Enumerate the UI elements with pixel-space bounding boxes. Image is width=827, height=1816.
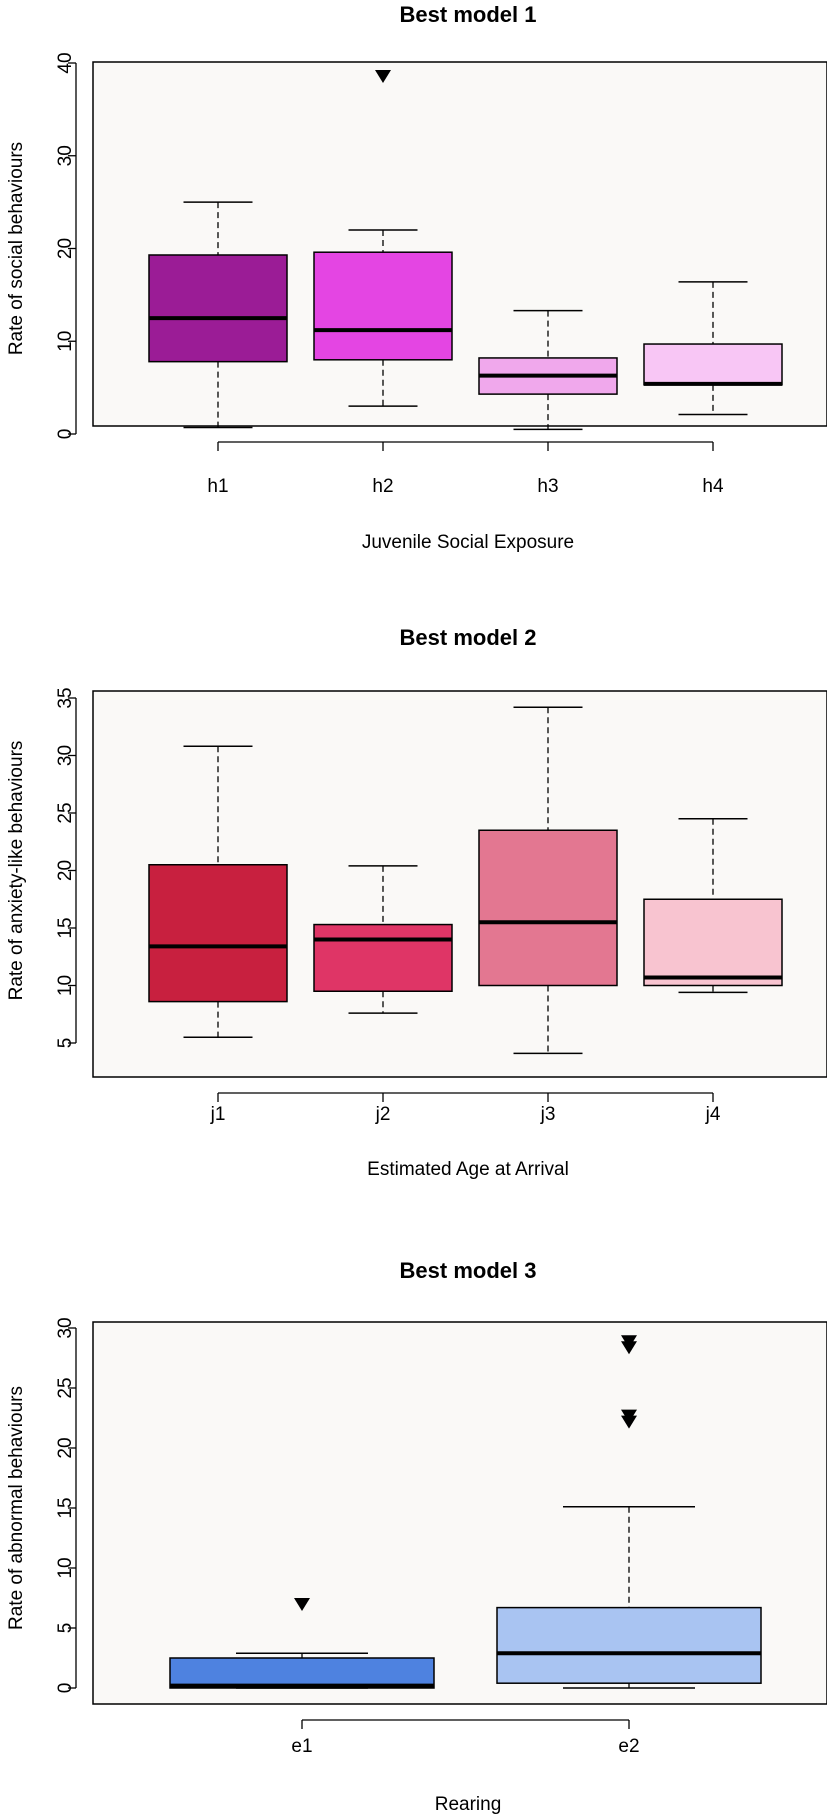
box-j2	[313, 865, 453, 1014]
box-h3	[478, 309, 618, 431]
iqr-box	[148, 864, 288, 1003]
x-axis-label: Estimated Age at Arrival	[367, 1159, 569, 1180]
x-tick-label: j2	[375, 1104, 391, 1125]
x-axis-label: Juvenile Social Exposure	[362, 532, 574, 553]
y-axis-label: Rate of anxiety-like behaviours	[6, 741, 27, 1001]
iqr-box	[169, 1657, 435, 1689]
box-h2	[313, 69, 453, 407]
y-tick-label: 40	[55, 52, 76, 73]
outlier-point	[621, 1409, 637, 1423]
x-tick-label: h3	[537, 476, 558, 497]
chart-title: Best model 2	[400, 625, 537, 650]
iqr-box	[643, 343, 783, 386]
x-tick-label: j4	[705, 1104, 721, 1125]
y-tick-label: 15	[55, 1497, 76, 1518]
chart-panel-1: Best model 1 0 10 20 30 40 Rate of social beha…	[6, 2, 827, 553]
x-tick-label: j3	[540, 1104, 556, 1125]
y-tick-label: 5	[55, 1038, 76, 1049]
box-h1	[148, 201, 288, 429]
y-tick-label: 15	[55, 917, 76, 938]
box-j4	[643, 818, 783, 994]
y-tick-label: 10	[55, 975, 76, 996]
y-tick-label: 5	[55, 1623, 76, 1634]
y-tick-label: 10	[55, 331, 76, 352]
box-e1	[169, 1598, 435, 1689]
y-tick-label: 0	[55, 1683, 76, 1694]
y-tick-label: 25	[55, 802, 76, 823]
x-axis-label: Rearing	[435, 1794, 502, 1815]
chart-panel-2: Best model 2 5 10 15 20 25 30 35 Rate of anxiety…	[6, 625, 827, 1180]
iqr-box	[148, 254, 288, 363]
y-tick-label: 30	[55, 1317, 76, 1338]
y-tick-label: 20	[55, 1437, 76, 1458]
outlier-point	[621, 1335, 637, 1349]
y-tick-label: 20	[55, 238, 76, 259]
iqr-box	[643, 898, 783, 987]
box-j3	[478, 706, 618, 1055]
outlier-point	[375, 69, 391, 83]
y-axis-label: Rate of abnormal behaviours	[6, 1386, 27, 1630]
y-tick-label: 20	[55, 860, 76, 881]
x-tick-label: h4	[702, 476, 724, 497]
y-tick-label: 25	[55, 1377, 76, 1398]
box-j1	[148, 745, 288, 1038]
iqr-box	[313, 251, 453, 361]
x-tick-label: h2	[372, 476, 393, 497]
x-tick-label: j1	[210, 1104, 226, 1125]
y-tick-label: 35	[55, 687, 76, 708]
iqr-box	[496, 1606, 762, 1684]
y-tick-label: 30	[55, 145, 76, 166]
y-axis-label: Rate of social behaviours	[6, 142, 27, 355]
chart-panel-3: Best model 3 0 5 10 15 20 25 30 Rate of abnormal…	[6, 1258, 827, 1815]
x-tick-label: e2	[618, 1736, 639, 1757]
y-tick-label: 10	[55, 1557, 76, 1578]
box-e2	[496, 1335, 762, 1689]
y-tick-label: 30	[55, 745, 76, 766]
box-h4	[643, 281, 783, 416]
chart-title: Best model 1	[400, 2, 537, 27]
chart-title: Best model 3	[400, 1258, 537, 1283]
outlier-point	[294, 1598, 310, 1611]
x-tick-label: e1	[291, 1736, 312, 1757]
iqr-box	[313, 923, 453, 992]
y-tick-label: 0	[55, 429, 76, 440]
iqr-box	[478, 829, 618, 987]
x-tick-label: h1	[207, 476, 228, 497]
